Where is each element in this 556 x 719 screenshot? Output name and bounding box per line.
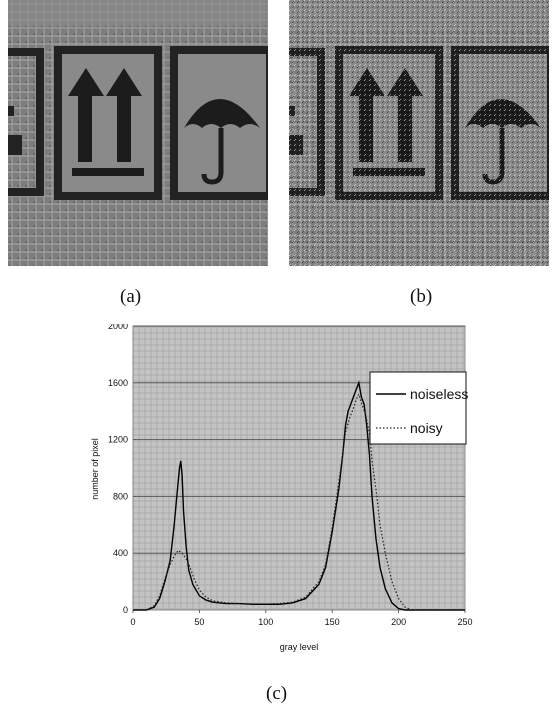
- photo-noiseless: [8, 0, 268, 266]
- x-tick-label: 50: [194, 617, 204, 627]
- y-tick-label: 800: [113, 491, 128, 501]
- x-axis-label: gray level: [280, 642, 319, 652]
- plot-area: [132, 325, 466, 611]
- y-tick-label: 1600: [108, 378, 128, 388]
- y-tick-label: 0: [123, 605, 128, 615]
- y-tick-label: 400: [113, 548, 128, 558]
- photo-noisy: [289, 0, 549, 266]
- x-tick-label: 0: [130, 617, 135, 627]
- legend-label-noiseless: noiseless: [410, 386, 468, 402]
- this-way-up-arrows-icon: [54, 46, 162, 200]
- x-tick-label: 150: [325, 617, 340, 627]
- caption-b: (b): [410, 286, 433, 307]
- caption-a: (a): [120, 286, 142, 307]
- x-tick-label: 250: [457, 617, 472, 627]
- legend-label-noisy: noisy: [410, 420, 443, 436]
- series-line-noiseless: [133, 380, 465, 611]
- x-tick-label: 200: [391, 617, 406, 627]
- caption-c: (c): [266, 683, 288, 704]
- x-tick-label: 100: [258, 617, 273, 627]
- y-tick-label: 2000: [108, 324, 128, 331]
- partial-symbol-box: [8, 48, 44, 196]
- umbrella-keep-dry-icon: [170, 46, 268, 200]
- histogram-chart: 0 400 800 1200 1600 2000 0 50 100 150 200 250 numb…: [90, 324, 473, 652]
- y-tick-label: 1200: [108, 435, 128, 445]
- legend: noiseless noisy: [369, 371, 468, 445]
- y-axis-label: number of pixel: [90, 438, 100, 500]
